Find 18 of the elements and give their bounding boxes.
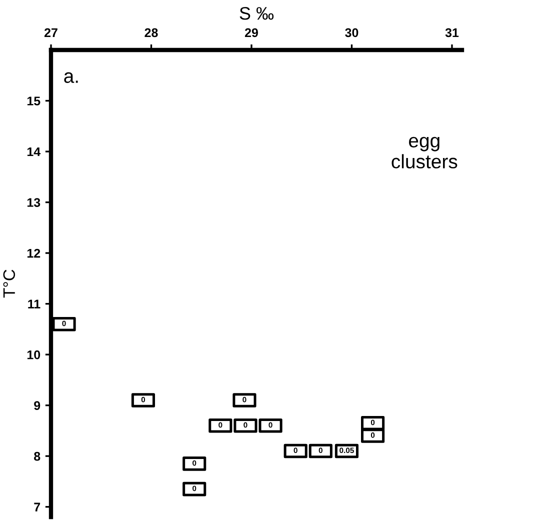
y-tick-label: 9 (34, 401, 40, 410)
annotation: a. (64, 72, 78, 83)
y-tick-label: 8 (34, 452, 40, 461)
y-tick-label: 12 (27, 248, 40, 258)
x-tick-label: 28 (144, 28, 158, 38)
y-tick-label: 7 (34, 502, 40, 512)
x-tick-label: 31 (445, 28, 459, 38)
x-axis-title: S ‰ (240, 6, 274, 20)
x-tick-label: 29 (244, 28, 258, 38)
y-axis-title: T°C (3, 270, 16, 298)
y-tick-label: 10 (27, 350, 40, 360)
y-tick-label: 15 (27, 96, 40, 106)
y-tick-label: 11 (28, 300, 40, 308)
x-tick-label: 27 (44, 28, 58, 37)
y-tick-label: 14 (27, 147, 41, 156)
x-tick-label: 30 (345, 28, 358, 38)
y-tick-label: 13 (27, 198, 40, 207)
annotation: egg clusters (392, 136, 458, 168)
